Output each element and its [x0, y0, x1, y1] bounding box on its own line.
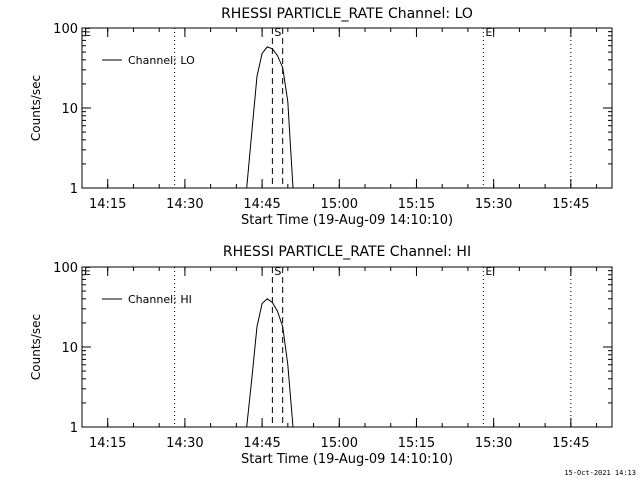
x-tick-label: 15:00: [321, 197, 358, 212]
event-marker-label: E: [485, 265, 492, 278]
x-tick-label: 15:30: [475, 436, 512, 451]
y-axis-label: Counts/sec: [29, 314, 43, 380]
x-tick-label: 14:15: [89, 436, 126, 451]
x-tick-label: 14:30: [166, 436, 203, 451]
x-axis-label: Start Time (19-Aug-09 14:10:10): [241, 452, 453, 467]
y-tick-label: 100: [53, 261, 78, 276]
y-tick-label: 10: [61, 341, 78, 356]
x-axis-label: Start Time (19-Aug-09 14:10:10): [241, 213, 453, 228]
series-line: [246, 298, 294, 428]
x-tick-label: 15:45: [552, 436, 589, 451]
series-line: [246, 46, 294, 189]
chart-title: RHESSI PARTICLE_RATE Channel: HI: [223, 244, 471, 260]
plot-frame: [81, 266, 613, 428]
y-tick-label: 1: [70, 182, 78, 197]
x-tick-label: 15:15: [398, 436, 435, 451]
legend-entry: Channel: HI: [128, 293, 192, 306]
event-marker-label: E: [84, 26, 91, 39]
plot-frame: [81, 27, 613, 189]
x-tick-label: 15:45: [552, 197, 589, 212]
x-tick-label: 15:00: [321, 436, 358, 451]
y-axis-label: Counts/sec: [29, 75, 43, 141]
x-tick-label: 14:45: [243, 197, 280, 212]
x-tick-label: 15:15: [398, 197, 435, 212]
plot-timestamp: 15-Oct-2021 14:13: [564, 469, 636, 477]
x-tick-label: 14:15: [89, 197, 126, 212]
legend-entry: Channel: LO: [128, 54, 195, 67]
x-tick-label: 14:45: [243, 436, 280, 451]
y-tick-label: 1: [70, 421, 78, 436]
event-marker-label: S: [274, 26, 281, 39]
event-marker-label: E: [485, 26, 492, 39]
y-tick-label: 100: [53, 22, 78, 37]
chart-canvas: RHESSI PARTICLE_RATE Channel: LO Counts/s…: [29, 6, 613, 467]
event-marker-label: E: [84, 265, 91, 278]
x-tick-label: 14:30: [166, 197, 203, 212]
event-marker-label: S: [274, 265, 281, 278]
y-tick-label: 10: [61, 102, 78, 117]
chart-title: RHESSI PARTICLE_RATE Channel: LO: [221, 6, 473, 22]
x-tick-label: 15:30: [475, 197, 512, 212]
